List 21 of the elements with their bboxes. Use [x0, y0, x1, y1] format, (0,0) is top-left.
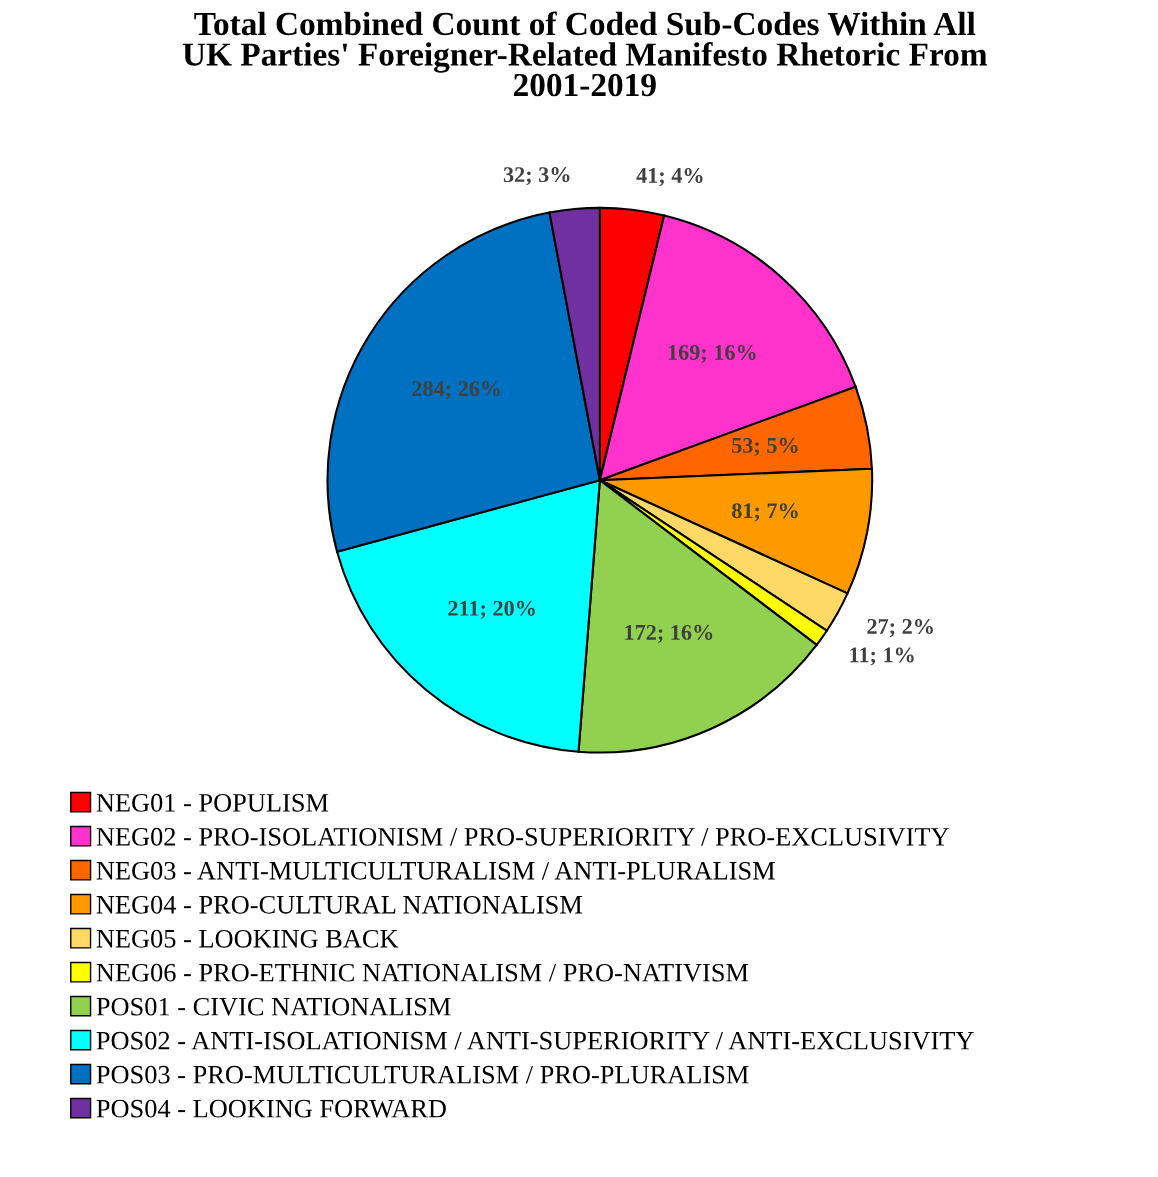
legend-label: NEG01 - POPULISM	[96, 793, 329, 812]
legend-label: POS03 - PRO-MULTICULTURALISM / PRO-PLURALISM	[96, 1065, 749, 1084]
legend-label: POS01 - CIVIC NATIONALISM	[96, 997, 451, 1016]
data-label: 211; 20%	[448, 600, 535, 620]
data-label: 169; 16%	[668, 344, 756, 364]
data-label: 27; 2%	[867, 618, 933, 638]
data-label: 53; 5%	[732, 437, 798, 457]
legend-label: NEG04 - PRO-CULTURAL NATIONALISM	[96, 895, 583, 914]
data-label: 32; 3%	[503, 167, 570, 186]
data-label: 11; 1%	[850, 647, 914, 666]
data-label: 172; 16%	[625, 624, 713, 644]
legend-label: POS04 - LOOKING FORWARD	[96, 1099, 446, 1118]
data-label: 41; 4%	[636, 167, 703, 187]
data-label: 284; 26%	[412, 381, 501, 400]
legend-label: NEG02 - PRO-ISOLATIONISM / PRO-SUPERIORITY / PRO-EXCLUSIVITY	[96, 827, 949, 846]
legend-label: NEG03 - ANTI-MULTICULTURALISM / ANTI-PLURALISM	[96, 861, 775, 880]
legend-label: NEG06 - PRO-ETHNIC NATIONALISM / PRO-NATIVISM	[96, 963, 749, 982]
data-label: 81; 7%	[732, 503, 798, 522]
legend-label: NEG05 - LOOKING BACK	[96, 929, 399, 948]
legend-label: POS02 - ANTI-ISOLATIONISM / ANTI-SUPERIORITY / ANTI-EXCLUSIVITY	[96, 1031, 974, 1050]
chart-title: Total Combined Count of Coded Sub-Codes Within All UK Parties' Foreigner-Related Manifesto Rhetoric From 2001-2019	[182, 11, 988, 97]
